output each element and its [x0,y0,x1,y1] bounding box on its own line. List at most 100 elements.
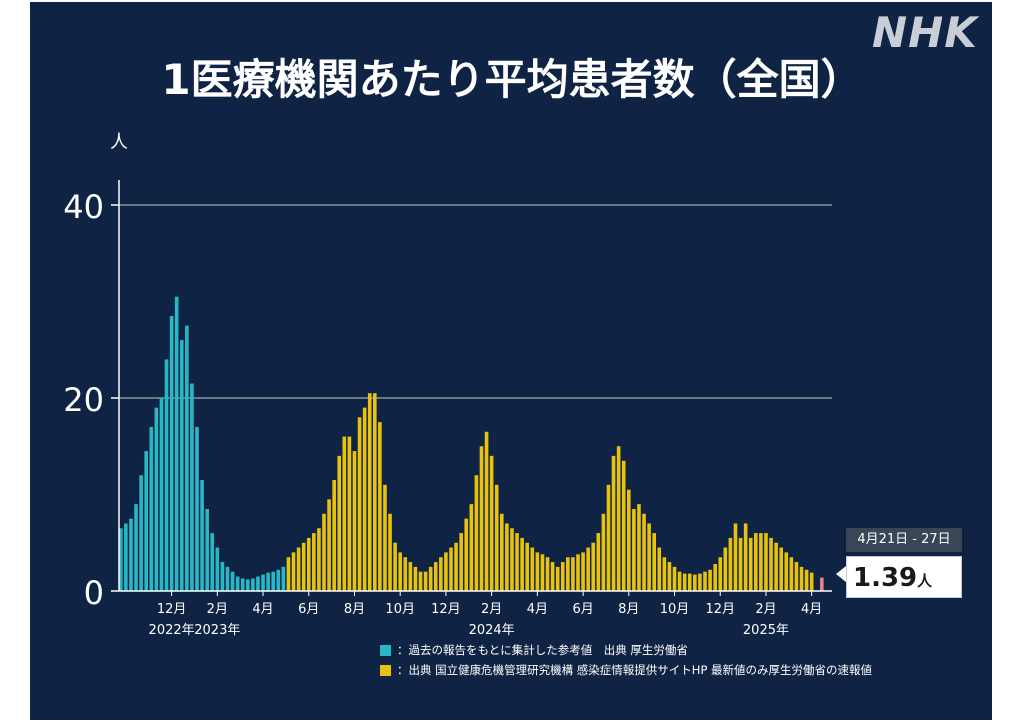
y-tick-label: 20 [63,381,104,419]
bar [571,557,575,591]
bar [200,480,204,591]
bar [560,562,565,591]
x-tick-label: 6月 [572,602,593,617]
bar [804,569,809,591]
bar [291,552,296,591]
bar [154,407,159,591]
x-tick-label: 8月 [344,602,365,617]
x-tick-label: 4月 [527,602,548,617]
bar [301,542,306,591]
year-label: 2025年 [743,623,789,638]
bar [652,533,656,591]
bar [657,547,662,591]
legend-text-reference: ：過去の報告をもとに集計した参考値 出典 厚生労働省 [397,643,688,657]
chart-title: 1医療機関あたり平均患者数（全国） [161,55,863,104]
bar [190,383,194,591]
year-label: 2022年 [149,623,195,638]
bar [119,528,123,591]
bar [327,499,331,591]
bar [611,455,616,591]
bar [799,566,804,592]
bar [754,533,758,591]
bar [169,315,174,591]
bar [367,393,372,591]
bar [474,475,479,591]
bar [733,523,738,591]
bar [632,508,636,591]
bar [759,533,763,591]
bar [220,562,225,591]
callout-pointer [836,566,846,582]
bar [566,557,570,591]
bar [525,542,529,591]
x-tick-label: 12月 [431,602,461,617]
bar [713,563,717,591]
legend-swatch-yellow [380,664,391,676]
bar [428,566,433,592]
x-tick-label: 2月 [481,602,502,617]
bar [306,537,311,591]
bar [362,407,367,591]
bar [794,562,799,591]
x-tick-label: 10月 [385,602,415,617]
bar [357,417,362,591]
bar [764,533,768,591]
bar [235,576,240,591]
bar [149,426,154,591]
bar [820,577,824,591]
x-tick-label: 12月 [157,602,187,617]
bar [210,533,215,591]
bar [423,571,428,591]
bar [789,557,794,591]
gridlines [119,204,832,399]
bar [642,513,646,591]
bar [352,451,357,591]
year-label: 2024年 [469,623,515,638]
bar [769,537,773,591]
bar [621,460,626,591]
year-label: 2023年 [194,623,240,638]
latest-value-unit: 人 [917,572,933,590]
bar [418,571,423,591]
bar [185,325,189,592]
bar [134,504,138,591]
bar [144,451,148,591]
bar [393,542,397,591]
bar [342,436,347,591]
bar [413,566,418,592]
legend-item-reference: ：過去の報告をもとに集計した参考値 出典 厚生労働省 [380,640,872,660]
bar [687,573,692,591]
bar [174,296,179,591]
bar [667,562,672,591]
bar [784,552,789,591]
bar [312,533,316,591]
bar [591,542,596,591]
bar [469,504,474,591]
bar [500,513,504,591]
chart-panel [30,2,992,720]
bar [240,578,245,591]
bar [205,508,209,591]
bar [276,569,281,591]
bar [256,576,260,591]
bar [662,557,667,591]
bar [743,523,748,591]
bar [225,566,230,592]
bar [779,547,783,591]
bar [550,562,555,591]
bar [515,533,519,591]
bar [139,475,143,591]
bar [479,446,484,591]
bar [510,528,514,591]
x-tick-label: 4月 [252,602,273,617]
bar [378,422,382,592]
bar [459,533,463,591]
bar [708,569,712,591]
bar [718,557,723,591]
bar [637,504,641,591]
bar [723,547,728,591]
bar [489,455,494,591]
bar [774,542,778,591]
bar [124,523,128,591]
